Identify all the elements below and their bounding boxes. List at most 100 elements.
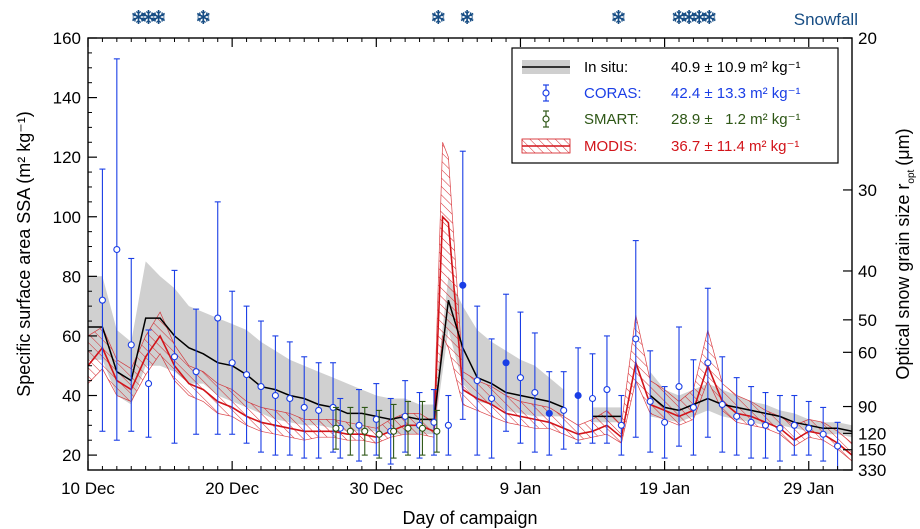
coras-point-38: [675, 383, 683, 391]
legend-insitu-name: In situ:: [584, 59, 628, 76]
smart-point-6: [418, 424, 426, 432]
coras-point-39: [689, 403, 697, 411]
snowflake-icon-2: [152, 10, 166, 24]
y2-tick-label-6: 120: [858, 424, 886, 443]
y2-axis-label-main: Optical snow grain size r: [893, 184, 913, 380]
coras-point-35: [632, 335, 640, 343]
coras-point-37: [661, 418, 669, 426]
coras-point-1: [113, 245, 121, 254]
coras-point-8: [243, 371, 251, 379]
coras-point-46: [790, 421, 798, 429]
legend-modis-name: MODIS:: [584, 138, 637, 155]
coras-point-5: [192, 368, 200, 376]
coras-point-25: [488, 394, 496, 403]
coras-point-47: [805, 424, 813, 432]
modis-band-0: [88, 142, 852, 462]
coras-point-34: [617, 421, 625, 429]
x-tick-label-0: 10 Dec: [61, 479, 115, 498]
y2-axis-label-unit: (μm): [893, 128, 913, 165]
x-tick-label-3: 9 Jan: [500, 479, 542, 498]
legend-smart-name: SMART:: [584, 111, 639, 128]
snowflake-icon-10: [702, 10, 716, 24]
coras-point-43: [747, 418, 755, 426]
plot-frame: [87, 37, 853, 471]
coras-point-48: [819, 430, 827, 438]
snowfall-markers: [132, 10, 716, 24]
legend-coras-name: CORAS:: [584, 85, 642, 102]
snowflake-arm-3-2: [196, 12, 210, 22]
smart-point-3: [375, 430, 383, 438]
coras-point-11: [286, 394, 294, 403]
x-tick-label-2: 30 Dec: [349, 479, 403, 498]
y2-tick-label-3: 50: [858, 311, 877, 330]
coras-point-32: [588, 394, 597, 403]
coras-point-33: [603, 386, 611, 394]
coras-point-49: [834, 442, 842, 450]
coras-point-41: [718, 400, 726, 409]
x-tick-label-1: 20 Dec: [205, 479, 259, 498]
y2-tick-label-7: 150: [858, 441, 886, 460]
snowflake-icon-7: [672, 10, 686, 24]
smart-point-5: [404, 424, 412, 432]
coras-point-23: [459, 281, 467, 289]
smart-point-1: [346, 427, 354, 435]
y-tick-label-5: 120: [53, 148, 81, 167]
coras-point-27: [516, 374, 525, 382]
coras-point-12: [300, 403, 308, 411]
y-tick-label-0: 20: [62, 446, 81, 465]
coras-point-10: [271, 391, 279, 400]
snowflake-icon-5: [460, 10, 474, 24]
legend-insitu-value: 40.9 ± 10.9 m² kg⁻¹: [671, 59, 801, 76]
coras-point-45: [776, 424, 784, 432]
y2-tick-label-8: 330: [858, 461, 886, 480]
x-tick-label-4: 19 Jan: [639, 479, 690, 498]
snowflake-icon-9: [692, 10, 706, 24]
legend: In situ: 40.9 ± 10.9 m² kg⁻¹ CORAS: 42.4…: [511, 47, 839, 164]
y-tick-label-4: 100: [53, 208, 81, 227]
coras-point-17: [372, 415, 380, 423]
coras-point-7: [228, 359, 236, 367]
y2-tick-label-0: 20: [858, 29, 877, 48]
snowflake-icon-8: [682, 10, 696, 24]
y-axis-label: Specific surface area SSA (m² kg⁻¹): [14, 111, 34, 397]
coras-point-28: [531, 388, 539, 397]
coras-point-3: [144, 380, 153, 388]
snowflake-icon-1: [142, 10, 155, 24]
snowflake-arm-6-2: [612, 12, 625, 22]
smart-point-7: [433, 427, 441, 435]
coras-point-29: [545, 409, 553, 417]
legend-modis-value: 36.7 ± 11.4 m² kg⁻¹: [671, 138, 799, 155]
coras-point-0: [98, 296, 106, 304]
legend-item-insitu: In situ: 40.9 ± 10.9 m² kg⁻¹: [522, 59, 801, 76]
smart-point-0: [332, 424, 340, 432]
insitu-band-0: [88, 261, 564, 435]
snowflake-icon-0: [132, 10, 145, 24]
legend-smart-value: 28.9 ± 1.2 m² kg⁻¹: [671, 111, 801, 128]
legend-item-coras: CORAS: 42.4 ± 13.3 m² kg⁻¹: [542, 84, 801, 102]
legend-item-smart: SMART: 28.9 ± 1.2 m² kg⁻¹: [542, 110, 801, 128]
y-tick-label-2: 60: [62, 327, 81, 346]
snowflake-icon-4: [431, 10, 445, 24]
insitu-line-0: [88, 299, 564, 421]
x-tick-label-5: 29 Jan: [783, 479, 834, 498]
snowflake-arm-4-2: [431, 12, 445, 22]
coras-point-13: [315, 406, 323, 414]
coras-point-2: [127, 341, 135, 349]
y-tick-label-6: 140: [53, 89, 81, 108]
y2-tick-label-1: 30: [858, 181, 877, 200]
snowflake-arm-10-2: [702, 12, 716, 22]
coras-point-36: [646, 397, 654, 406]
snowflake-icon-3: [196, 10, 210, 24]
coras-point-40: [704, 359, 712, 367]
coras-point-26: [502, 359, 510, 367]
smart-point-2: [361, 427, 369, 435]
y2-tick-label-2: 40: [858, 262, 877, 281]
coras-point-31: [574, 391, 582, 400]
coras-point-4: [170, 353, 179, 361]
coras-point-9: [257, 383, 265, 391]
coras-point-30: [560, 406, 568, 414]
legend-coras-marker: [542, 89, 550, 97]
coras-point-44: [761, 421, 770, 429]
coras-point-24: [473, 377, 481, 385]
